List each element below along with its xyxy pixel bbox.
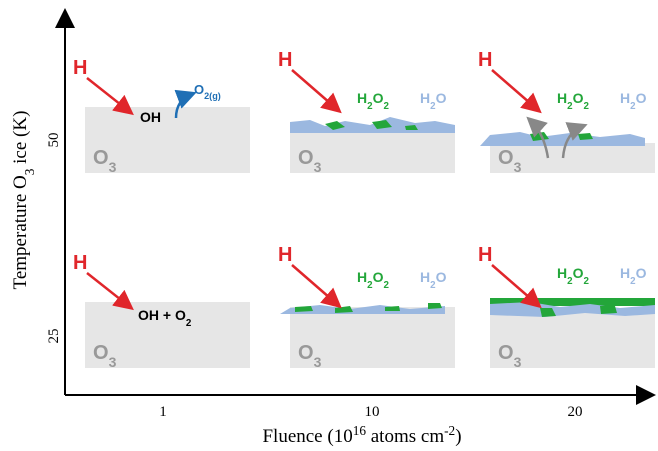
incoming-atom: H: [278, 244, 292, 266]
substrate-label: O3: [498, 147, 522, 175]
text-part: O: [436, 90, 447, 106]
x-axis-label: Fluence (1016 atoms cm-2): [262, 423, 461, 448]
text-part: O: [298, 147, 314, 169]
text-part: 2: [630, 276, 636, 287]
substrate-label: O3: [498, 342, 522, 370]
text-part: O: [298, 342, 314, 364]
incoming-arrow: [291, 264, 342, 309]
product-label: O2(g): [194, 82, 221, 101]
text-part: H: [620, 90, 630, 106]
substrate-label: O3: [93, 147, 117, 175]
incoming-atom: H: [478, 244, 492, 266]
text-part: ): [455, 426, 461, 447]
substrate-label: O3: [298, 342, 322, 370]
product-label: H2O2: [357, 269, 389, 291]
text-part: 2: [567, 276, 573, 287]
incoming-atom: H: [278, 49, 292, 71]
text-part: O: [93, 147, 109, 169]
product-label: H2O2: [557, 90, 589, 112]
text-part: Fluence (10: [262, 426, 352, 447]
desorption-arrows: [526, 116, 588, 159]
text-part: 3: [514, 354, 522, 370]
text-part: 2: [430, 101, 436, 112]
desorption-arrow: [174, 89, 197, 119]
text-part: H: [620, 265, 630, 281]
text-part: 3: [109, 354, 117, 370]
incoming-atom: H: [73, 252, 87, 274]
product-label: H2O2: [557, 265, 589, 287]
text-part: 3: [314, 159, 322, 175]
substrate-label: O3: [298, 147, 322, 175]
text-part: 3: [514, 159, 522, 175]
product-label: H2O: [620, 90, 647, 112]
text-part: O: [636, 90, 647, 106]
text-part: O: [194, 82, 204, 97]
text-part: O: [373, 90, 384, 106]
x-tick-label: 20: [568, 404, 583, 420]
incoming-atom: H: [478, 49, 492, 71]
text-part: 2: [630, 101, 636, 112]
incoming-arrow: [86, 272, 134, 311]
product-label: OH + O2: [138, 307, 192, 329]
text-part: 2: [430, 280, 436, 291]
text-part: OH + O: [138, 307, 186, 323]
product-label: OH: [140, 109, 161, 125]
product-label: H2O2: [357, 90, 389, 112]
y-tick-label: 50: [46, 133, 62, 148]
incoming-atom: H: [73, 57, 87, 79]
text-part: 2: [367, 101, 373, 112]
text-part: 3: [22, 168, 37, 175]
y-tick-label: 25: [46, 329, 62, 344]
text-part: Temperature O: [10, 175, 31, 289]
y-axis-label: Temperature O3 ice (K): [10, 111, 37, 290]
text-part: 2(g): [204, 91, 221, 101]
text-part: O: [636, 265, 647, 281]
incoming-arrow: [491, 69, 542, 114]
text-part: 2: [567, 101, 573, 112]
text-part: atoms cm: [366, 426, 444, 447]
substrates: [85, 107, 655, 368]
text-part: 2: [583, 101, 589, 112]
text-part: OH: [140, 109, 161, 125]
incoming-arrow: [291, 69, 342, 114]
text-part: O: [373, 269, 384, 285]
text-part: H: [420, 90, 430, 106]
text-part: 2: [367, 280, 373, 291]
incoming-arrow: [86, 77, 134, 116]
text-part: H: [420, 269, 430, 285]
text-part: ice (K): [10, 111, 31, 169]
incoming-arrow: [491, 264, 542, 309]
text-part: O: [436, 269, 447, 285]
text-part: 2: [383, 101, 389, 112]
x-tick-label: 10: [365, 404, 380, 420]
substrate-label: O3: [93, 342, 117, 370]
text-part: H: [357, 90, 367, 106]
text-part: H: [557, 265, 567, 281]
x-tick-label: 1: [159, 404, 167, 420]
product-label: H2O: [420, 269, 447, 291]
text-part: O: [573, 90, 584, 106]
product-label: H2O: [620, 265, 647, 287]
text-part: 2: [186, 318, 192, 329]
text-part: O: [573, 265, 584, 281]
text-part: O: [498, 342, 514, 364]
text-part: 2: [383, 280, 389, 291]
text-part: 2: [583, 276, 589, 287]
text-part: O: [93, 342, 109, 364]
text-part: 16: [353, 423, 367, 438]
text-part: H: [557, 90, 567, 106]
text-part: 3: [314, 354, 322, 370]
product-label: H2O: [420, 90, 447, 112]
text-part: 3: [109, 159, 117, 175]
text-part: H: [357, 269, 367, 285]
text-part: -2: [444, 423, 455, 438]
text-part: O: [498, 147, 514, 169]
